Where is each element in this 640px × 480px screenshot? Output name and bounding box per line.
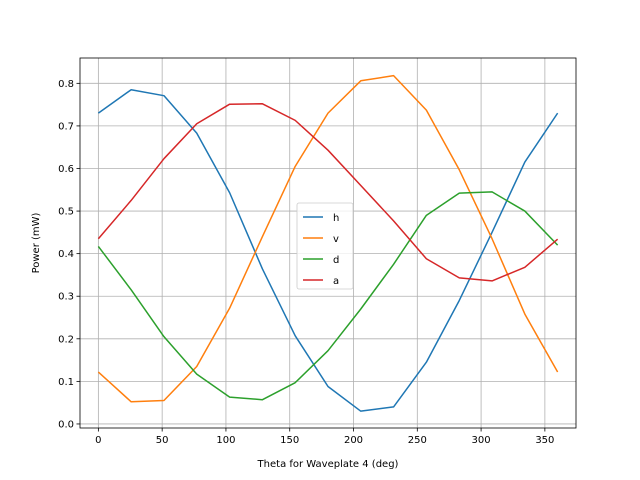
legend-label-v: v — [333, 234, 339, 245]
y-tick-label: 0.0 — [58, 419, 74, 430]
x-tick-label: 200 — [344, 435, 363, 446]
y-tick-label: 0.8 — [58, 79, 74, 90]
x-tick-label: 50 — [156, 435, 169, 446]
x-axis-label: Theta for Waveplate 4 (deg) — [257, 459, 399, 470]
x-tick-label: 250 — [408, 435, 427, 446]
x-tick-label: 350 — [535, 435, 554, 446]
y-tick-label: 0.5 — [58, 207, 74, 218]
x-tick-label: 150 — [280, 435, 299, 446]
legend-label-h: h — [333, 213, 339, 224]
plot-frame — [79, 57, 577, 429]
series-line-v — [97, 74, 559, 403]
y-axis-label: Power (mW) — [31, 212, 42, 273]
series-line-d — [97, 191, 559, 401]
x-tick-label: 300 — [472, 435, 491, 446]
series-lines — [97, 74, 559, 412]
legend-label-a: a — [333, 276, 339, 287]
series-line-h — [97, 88, 559, 412]
y-tick-label: 0.6 — [58, 164, 74, 175]
y-tick-label: 0.4 — [58, 249, 74, 260]
x-tick-label: 100 — [216, 435, 235, 446]
y-tick-label: 0.3 — [58, 292, 74, 303]
axis-ticks: 0 50 100 150 200 250 300 350 0.0 0.1 0.2 0.3 0.4 0.5 0… — [58, 79, 554, 446]
legend-box — [296, 202, 354, 290]
legend-label-d: d — [333, 255, 339, 266]
y-tick-label: 0.1 — [58, 377, 74, 388]
x-tick-label: 0 — [95, 435, 101, 446]
y-tick-label: 0.2 — [58, 334, 74, 345]
series-line-a — [97, 103, 559, 282]
y-tick-label: 0.7 — [58, 121, 74, 132]
